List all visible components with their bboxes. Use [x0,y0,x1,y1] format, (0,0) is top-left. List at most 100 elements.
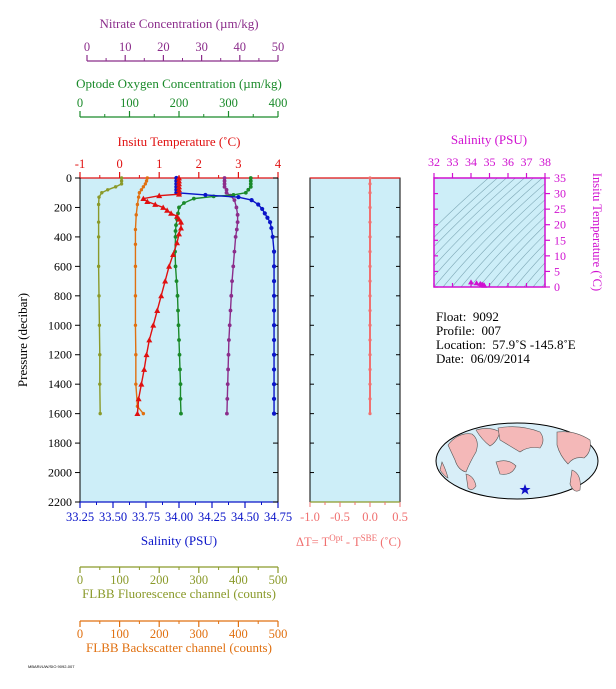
salinity-tick-label: 33.50 [99,510,127,524]
map-location-star [519,484,531,495]
date-label: Date: [436,351,465,366]
map-landmass [569,469,581,492]
salinity-point [271,323,277,328]
fluorescence-point [97,195,101,199]
ts-isopycnal [514,252,545,287]
fluorescence-point [96,220,101,224]
salinity-point [265,215,270,220]
temperature-point [143,351,150,358]
temperature-point [138,381,145,387]
nitrate-point [233,235,238,239]
oxygen-point [173,229,178,233]
temperature-tick-label: 3 [235,157,241,171]
oxygen-point [179,411,183,416]
oxygen-tick-label: 300 [219,96,238,110]
ts-point [468,279,474,285]
pressure-tick-label: 400 [54,230,72,244]
ts-isopycnal [434,178,489,229]
delta-t-point [368,220,372,224]
salinity-point [271,411,277,416]
profile-line: Profile: 007 [436,324,576,338]
ts-isopycnal [434,178,525,267]
ts-isopycnal [469,207,545,287]
temperature-point [146,337,153,343]
temperature-point [174,239,181,246]
date-line: Date: 06/09/2014 [436,352,576,366]
float-info: Float: 9092 Profile: 007 Location: 57.9˚… [436,310,576,366]
oxygen-tick-label: 0 [77,96,83,110]
fluorescence-point [113,185,118,189]
temperature-point [162,278,169,284]
backscatter-tick-label: 300 [189,627,208,641]
nitrate-point [226,338,231,342]
ts-isopycnal [496,233,545,287]
oxygen-point [177,338,181,342]
nitrate-tick-label: 20 [157,40,170,54]
fluorescence-tick-label: 200 [150,573,169,587]
oxygen-point [178,367,182,372]
oxygen-point [191,196,196,201]
delta-t-point [368,264,372,268]
delta-t-title-part: - T [343,535,361,549]
text-layer: Nitrate Concentration (µm/kg)0 10 20 30 40 50… [15,16,604,655]
salinity-point [271,352,277,357]
backscatter-point [136,195,141,199]
nitrate-point [231,264,236,269]
ts-isopycnal [451,191,545,287]
temperature-tick-label: 0 [116,157,122,171]
nitrate-tick-label: 40 [234,40,247,54]
salinity-tick-label: 34.00 [165,510,193,524]
fluorescence-line [97,178,123,414]
ts-salinity-title: Salinity (PSU) [451,132,527,147]
backscatter-point [145,176,150,180]
location-value: 57.9˚S -145.8˚E [492,337,576,352]
delta-t-title-superscript: Opt [329,533,343,543]
backscatter-point [134,382,138,386]
map-landmass [497,426,544,453]
nitrate-point [222,181,227,186]
salinity-tick-label: 34.75 [264,510,292,524]
salinity-point [271,396,277,402]
ts-isopycnal [442,183,545,287]
oxygen-point [182,201,186,205]
ts-temperature-tick-label: 0 [554,280,560,294]
pressure-tick-label: 1000 [48,318,72,332]
delta-t-point [368,205,372,210]
temperature-point [144,198,151,204]
nitrate-point [227,323,232,328]
oxygen-point [174,223,178,228]
delta-t-point [368,176,372,180]
pressure-tick-label: 2200 [48,495,72,509]
ts-salinity-tick-label: 32 [428,155,440,169]
backscatter-tick-label: 100 [110,627,129,641]
ts-panel-bg [434,178,545,287]
oxygen-tick-label: 400 [269,96,288,110]
pressure-tick-label: 1200 [48,348,72,362]
salinity-point [236,195,241,200]
ts-point [481,282,488,288]
oxygen-point [248,181,253,186]
delta-t-point [368,397,372,401]
temperature-point [177,219,184,225]
fluorescence-point [96,235,101,239]
ts-isopycnal [460,199,545,287]
fluorescence-tick-label: 0 [77,573,83,587]
nitrate-point [222,184,227,189]
nitrate-point [235,212,240,217]
backscatter-tick-label: 200 [150,627,169,641]
nitrate-point [222,176,227,180]
fluorescence-tick-label: 100 [110,573,129,587]
ts-isopycnal [487,224,545,287]
fluorescence-point [97,323,102,327]
backscatter-tick-label: 0 [77,627,83,641]
salinity-point [270,234,275,240]
nitrate-point [225,382,230,387]
nitrate-point [225,411,229,416]
delta-t-point [368,382,372,386]
pressure-tick-label: 800 [54,289,72,303]
salinity-point [271,382,277,387]
salinity-point [203,192,208,198]
fluorescence-point [96,202,101,207]
temperature-point [176,230,182,237]
ts-temperature-tick-label: 5 [554,264,560,278]
